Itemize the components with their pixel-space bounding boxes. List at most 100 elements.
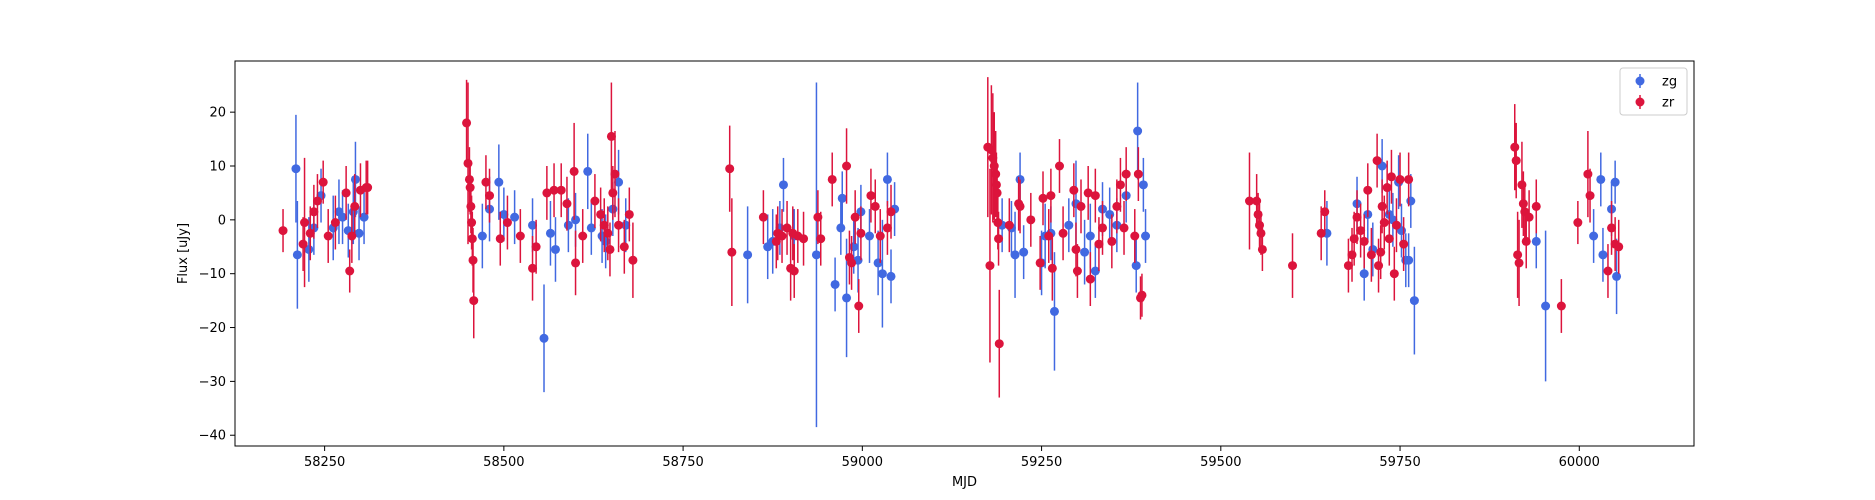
tick-layer: 58250 58500 58750 59000 59250 59500 59750 60000…: [199, 106, 1600, 470]
data-point: [614, 220, 624, 230]
data-point: [1359, 269, 1369, 279]
data-point: [606, 131, 616, 141]
data-point: [1256, 228, 1266, 238]
data-point: [854, 301, 864, 311]
data-point: [1377, 201, 1387, 211]
data-point: [1138, 180, 1148, 190]
data-point: [1141, 231, 1151, 241]
data-point: [847, 258, 857, 268]
data-point: [1366, 250, 1376, 260]
data-point: [1049, 306, 1059, 316]
data-point: [292, 250, 302, 260]
data-point: [1046, 191, 1056, 201]
legend: zg zr: [1619, 67, 1688, 116]
data-point: [994, 339, 1004, 349]
data-point: [619, 242, 629, 252]
y-tick-label: −20: [199, 321, 226, 336]
data-point: [305, 228, 315, 238]
data-point: [502, 218, 512, 228]
data-point: [1019, 247, 1029, 257]
data-point: [1610, 177, 1620, 187]
data-point: [1359, 236, 1369, 246]
data-point: [1382, 183, 1392, 193]
data-point: [1510, 142, 1520, 152]
data-point: [830, 279, 840, 289]
data-point: [1386, 172, 1396, 182]
data-point: [1047, 263, 1057, 273]
data-point: [1105, 209, 1115, 219]
data-point: [350, 201, 360, 211]
data-point: [499, 209, 509, 219]
series-zg: [291, 82, 1622, 428]
data-point: [515, 231, 525, 241]
data-point: [578, 231, 588, 241]
data-point: [1121, 169, 1131, 179]
data-point: [556, 185, 566, 195]
data-point: [1406, 196, 1416, 206]
data-point: [291, 164, 301, 174]
data-point: [1080, 247, 1090, 257]
data-point: [1518, 199, 1528, 209]
data-point: [359, 212, 369, 222]
data-point: [462, 118, 472, 128]
data-point: [1376, 247, 1386, 257]
data-point: [1133, 126, 1143, 136]
data-point: [1573, 218, 1583, 228]
data-point: [621, 220, 631, 230]
data-point: [539, 333, 549, 343]
data-point: [1379, 218, 1389, 228]
data-point: [531, 242, 541, 252]
data-point: [1556, 301, 1566, 311]
x-tick-label: 59250: [1021, 455, 1062, 470]
data-point: [1112, 201, 1122, 211]
data-point: [1115, 180, 1125, 190]
data-point: [1004, 220, 1014, 230]
data-point: [1044, 231, 1054, 241]
data-point: [571, 215, 581, 225]
data-point: [1090, 266, 1100, 276]
y-tick-label: −40: [199, 429, 226, 444]
data-point: [510, 212, 520, 222]
data-point: [610, 169, 620, 179]
data-point: [743, 250, 753, 260]
data-point: [1133, 169, 1143, 179]
data-point: [992, 188, 1002, 198]
data-point: [586, 223, 596, 233]
data-point: [562, 199, 572, 209]
data-point: [614, 177, 624, 187]
data-point: [608, 188, 618, 198]
data-point: [1026, 215, 1036, 225]
data-point: [816, 234, 826, 244]
data-point: [799, 234, 809, 244]
data-point: [882, 223, 892, 233]
data-point: [469, 296, 479, 306]
data-point: [1363, 185, 1373, 195]
data-point: [1531, 236, 1541, 246]
data-point: [1038, 193, 1048, 203]
data-point: [1098, 223, 1108, 233]
data-point: [777, 231, 787, 241]
data-point: [1244, 196, 1254, 206]
data-point: [494, 177, 504, 187]
legend-label-zr: zr: [1662, 96, 1675, 111]
data-point: [571, 258, 581, 268]
data-point: [836, 223, 846, 233]
x-tick-label: 58250: [304, 455, 345, 470]
data-point: [1374, 261, 1384, 271]
data-point: [994, 234, 1004, 244]
data-point: [312, 196, 322, 206]
data-point: [550, 244, 560, 254]
data-point: [985, 261, 995, 271]
y-tick-label: 0: [218, 213, 226, 228]
data-point: [1064, 220, 1074, 230]
data-point: [886, 271, 896, 281]
data-point: [1404, 174, 1414, 184]
data-point: [1071, 244, 1081, 254]
data-point: [1372, 156, 1382, 166]
data-point: [877, 269, 887, 279]
data-point: [1524, 212, 1534, 222]
data-point: [1399, 239, 1409, 249]
data-point: [1395, 174, 1405, 184]
data-point: [1255, 220, 1265, 230]
data-point: [1541, 301, 1551, 311]
